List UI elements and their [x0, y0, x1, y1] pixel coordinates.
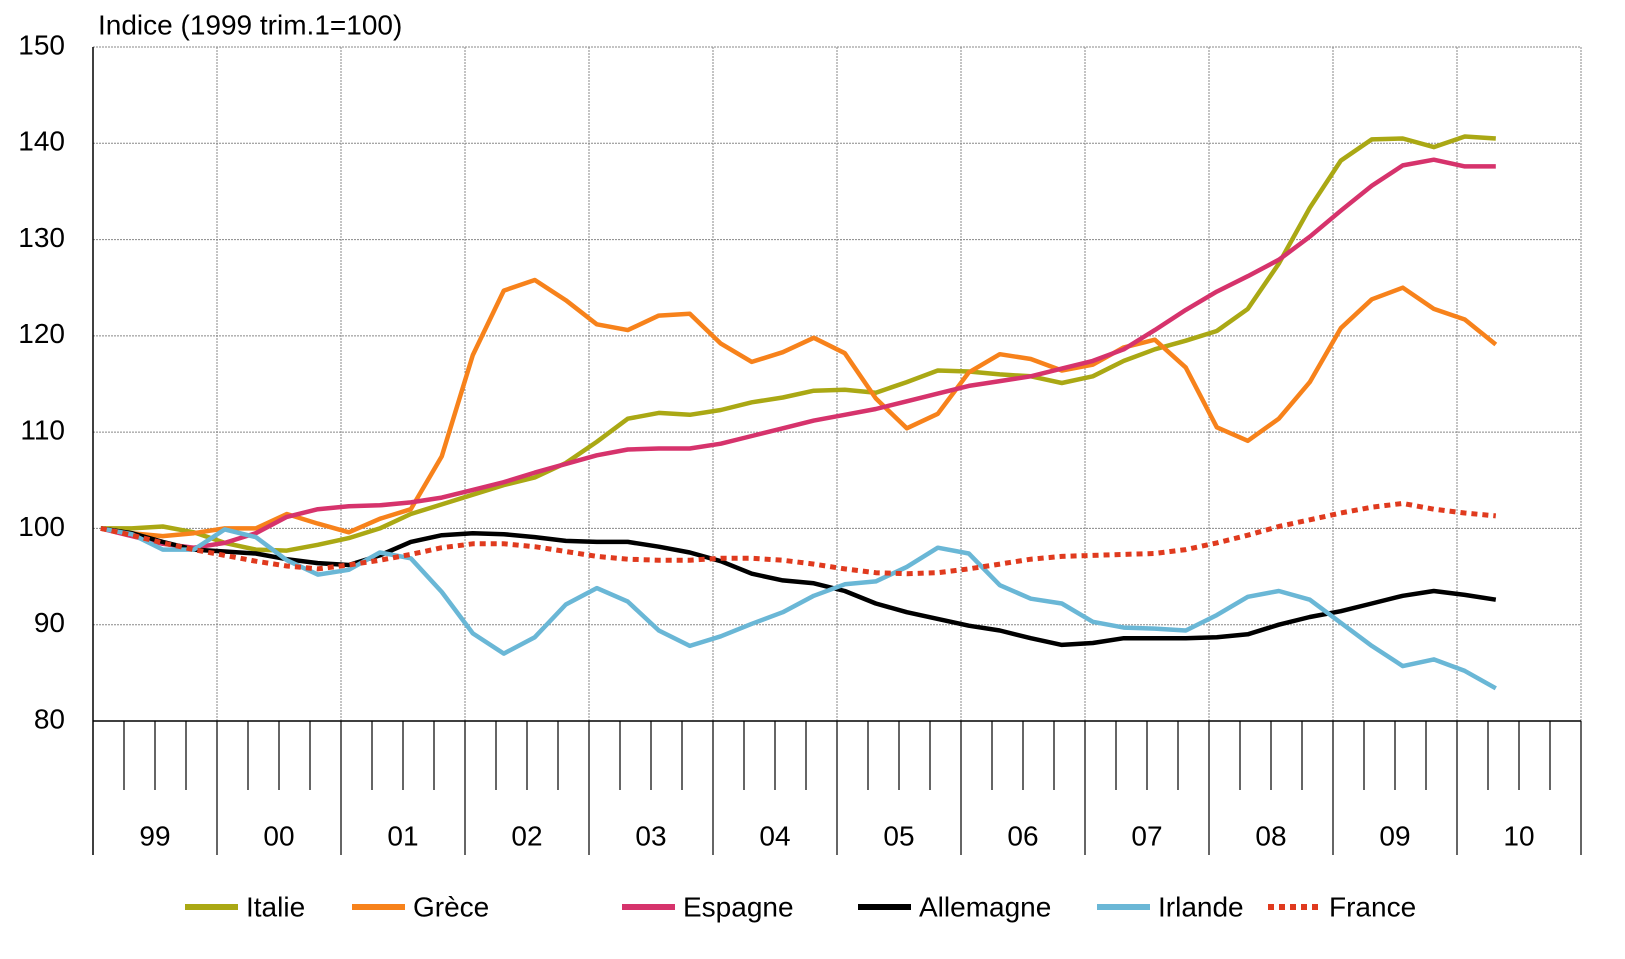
x-tick-label: 00 — [263, 820, 294, 851]
y-tick-label: 110 — [20, 415, 65, 446]
x-tick-label: 02 — [511, 820, 542, 851]
x-tick-label: 06 — [1007, 820, 1038, 851]
series-line — [100, 526, 1497, 691]
x-tick-label: 04 — [759, 820, 790, 851]
legend-label: Grèce — [413, 891, 489, 922]
legend-label: Italie — [246, 891, 305, 922]
x-tick-label: 01 — [387, 820, 418, 851]
series-line — [100, 500, 1497, 577]
x-tick-label: 03 — [635, 820, 666, 851]
x-tick-label: 05 — [883, 820, 914, 851]
y-tick-label: 140 — [18, 126, 65, 157]
legend-label: Espagne — [683, 891, 794, 922]
x-tick-label: 09 — [1379, 820, 1410, 851]
series-line — [100, 157, 1496, 550]
x-tick-label: 10 — [1503, 820, 1534, 851]
legend-label: France — [1329, 891, 1416, 922]
series-line — [100, 277, 1498, 539]
x-tick-label: 99 — [139, 820, 170, 851]
y-tick-label: 150 — [18, 29, 65, 60]
y-axis-label: Indice (1999 trim.1=100) — [98, 9, 402, 40]
y-tick-label: 100 — [18, 511, 65, 542]
x-tick-label: 07 — [1131, 820, 1162, 851]
series-line — [100, 134, 1496, 553]
legend-label: Irlande — [1158, 891, 1244, 922]
x-tick-label: 08 — [1255, 820, 1286, 851]
legend-label: Allemagne — [919, 891, 1051, 922]
y-tick-label: 130 — [18, 222, 65, 253]
series-line — [100, 526, 1497, 648]
y-tick-label: 80 — [34, 703, 65, 734]
y-tick-label: 90 — [34, 607, 65, 638]
y-tick-label: 120 — [18, 318, 65, 349]
